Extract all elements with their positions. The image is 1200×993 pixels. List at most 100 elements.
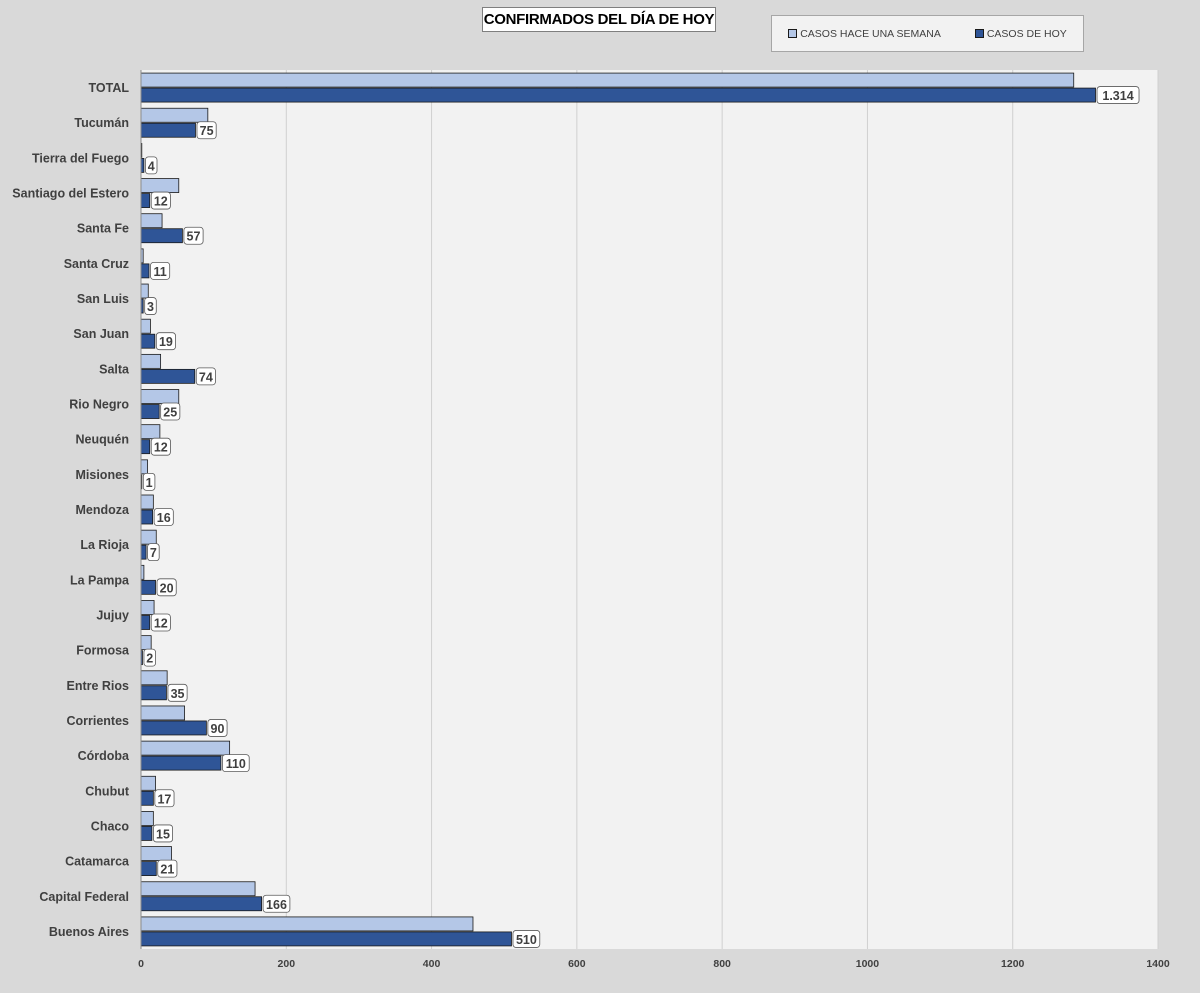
data-label-box-santiago-del-estero xyxy=(150,191,171,210)
bar-week-ago-rio-negro xyxy=(140,389,180,404)
data-label-box-chubut xyxy=(154,789,175,808)
x-tick-label-1200: 1200 xyxy=(1001,958,1025,970)
legend-swatch-week-ago xyxy=(788,29,798,38)
data-label-catamarca: 21 xyxy=(157,859,178,878)
data-label-text-salta: 74 xyxy=(199,370,213,384)
bar-today-la-rioja xyxy=(140,544,147,560)
bar-today-jujuy xyxy=(140,615,151,630)
x-tick-labels: 0 200 400 600 800 1000 1200 1400 xyxy=(138,958,1170,970)
bar-week-ago-salta xyxy=(140,353,162,369)
category-label-misiones: Misiones xyxy=(76,468,130,482)
data-label-total: 1.314 xyxy=(1096,86,1140,104)
category-label-buenos-aires: Buenos Aires xyxy=(49,925,129,939)
bar-week-ago-la-rioja xyxy=(140,529,157,545)
bar-week-ago-san-juan xyxy=(140,318,151,334)
bar-today-tucuman xyxy=(140,122,196,138)
bar-week-ago-capital-federal xyxy=(140,881,256,897)
category-label-santiago-del-estero: Santiago del Estero xyxy=(12,187,129,201)
gridlines xyxy=(285,70,1159,949)
bar-today-capital-federal xyxy=(140,896,262,912)
data-label-text-catamarca: 21 xyxy=(160,863,174,877)
data-label-box-chaco xyxy=(152,824,173,843)
bar-week-ago-entre-rios xyxy=(140,670,168,686)
bars xyxy=(140,72,1096,947)
data-label-text-santa-cruz: 11 xyxy=(153,265,166,279)
category-label-tierra-del-fuego: Tierra del Fuego xyxy=(32,151,129,165)
data-label-la-pampa: 20 xyxy=(156,578,177,597)
data-label-box-san-luis xyxy=(144,297,157,315)
data-label-text-formosa: 2 xyxy=(146,652,153,666)
data-label-box-formosa xyxy=(143,648,156,667)
bar-week-ago-santa-fe xyxy=(140,213,163,229)
data-label-text-misiones: 1 xyxy=(146,476,153,490)
data-label-box-corrientes xyxy=(207,719,228,737)
category-label-cordoba: Córdoba xyxy=(78,749,130,763)
category-labels: TOTAL Tucumán Tierra del Fuego Santiago del… xyxy=(12,81,130,939)
bar-today-la-pampa xyxy=(140,579,156,595)
x-tick-label-1000: 1000 xyxy=(856,958,880,970)
bar-week-ago-misiones xyxy=(140,459,148,475)
data-label-text-buenos-aires: 510 xyxy=(516,933,537,947)
data-label-chaco: 15 xyxy=(152,824,173,843)
data-label-box-buenos-aires xyxy=(512,930,541,948)
category-label-corrientes: Corrientes xyxy=(66,714,129,728)
category-label-salta: Salta xyxy=(99,362,130,376)
category-label-catamarca: Catamarca xyxy=(65,855,130,869)
category-label-santa-cruz: Santa Cruz xyxy=(64,257,129,271)
data-label-san-luis: 3 xyxy=(144,297,157,315)
data-label-formosa: 2 xyxy=(143,648,156,667)
data-label-text-san-juan: 19 xyxy=(159,335,173,349)
legend-label-today: CASOS DE HOY xyxy=(986,27,1067,40)
data-label-box-catamarca xyxy=(157,859,178,878)
data-label-box-san-juan xyxy=(155,332,176,351)
data-label-text-capital-federal: 166 xyxy=(266,898,287,912)
x-tick-label-400: 400 xyxy=(423,958,441,970)
data-label-box-salta xyxy=(195,367,216,386)
bar-week-ago-chaco xyxy=(140,811,154,826)
legend: CASOS HACE UNA SEMANA CASOS DE HOY xyxy=(771,15,1084,52)
data-label-text-entre-rios: 35 xyxy=(171,687,185,701)
data-label-text-total: 1.314 xyxy=(1102,89,1133,103)
data-label-box-neuquen xyxy=(150,437,171,456)
data-label-box-capital-federal xyxy=(262,894,291,913)
data-label-box-tierra-del-fuego xyxy=(145,156,158,175)
chart-title: CONFIRMADOS DEL DÍA DE HOY xyxy=(482,7,716,32)
data-label-salta: 74 xyxy=(195,367,216,386)
data-label-box-rio-negro xyxy=(160,402,181,421)
data-label-santa-fe: 57 xyxy=(183,226,204,245)
data-label-santiago-del-estero: 12 xyxy=(150,191,171,210)
x-tick-label-1400: 1400 xyxy=(1146,958,1170,970)
data-label-rio-negro: 25 xyxy=(160,402,181,421)
category-label-san-juan: San Juan xyxy=(73,327,129,341)
bar-week-ago-formosa xyxy=(140,635,152,651)
data-label-la-rioja: 7 xyxy=(147,543,160,562)
plot-area xyxy=(141,70,1158,949)
data-label-text-corrientes: 90 xyxy=(211,722,225,736)
data-label-mendoza: 16 xyxy=(153,508,174,526)
data-label-box-total xyxy=(1096,86,1140,104)
data-labels: 1.31475412571131974251211672012235901101… xyxy=(142,86,1140,948)
legend-item-today: CASOS DE HOY xyxy=(974,27,1067,40)
bar-week-ago-total xyxy=(140,72,1075,88)
bar-today-santiago-del-estero xyxy=(140,193,151,208)
data-label-text-rio-negro: 25 xyxy=(163,406,177,420)
category-label-neuquen: Neuquén xyxy=(76,433,129,447)
data-label-corrientes: 90 xyxy=(207,719,228,737)
data-label-text-jujuy: 12 xyxy=(154,616,168,630)
data-label-misiones: 1 xyxy=(142,472,156,491)
category-label-tucuman: Tucumán xyxy=(74,116,129,130)
data-label-text-mendoza: 16 xyxy=(157,511,171,525)
data-label-text-cordoba: 110 xyxy=(226,757,246,771)
category-label-formosa: Formosa xyxy=(76,644,130,658)
bar-week-ago-tucuman xyxy=(140,107,209,123)
x-tick-label-600: 600 xyxy=(568,958,586,970)
bar-week-ago-corrientes xyxy=(140,705,185,721)
bar-today-rio-negro xyxy=(140,404,160,419)
x-tick-label-200: 200 xyxy=(278,958,296,970)
bar-week-ago-catamarca xyxy=(140,846,172,861)
bar-week-ago-san-luis xyxy=(140,283,149,299)
bar-week-ago-buenos-aires xyxy=(140,916,474,932)
bar-today-corrientes xyxy=(140,720,207,736)
data-label-santa-cruz: 11 xyxy=(150,261,171,280)
